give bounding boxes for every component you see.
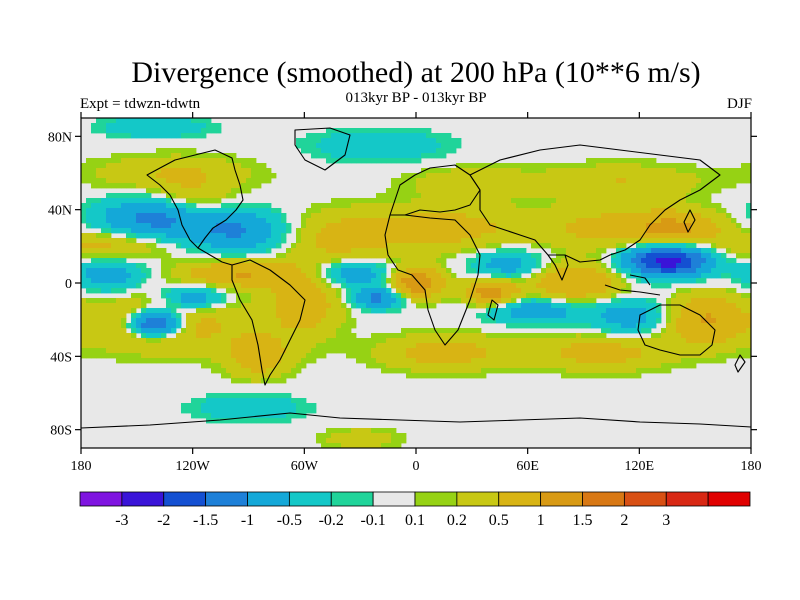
colorbar-swatch <box>121 491 165 507</box>
coast-greenland <box>294 127 351 171</box>
colorbar-label: -1.5 <box>193 512 218 529</box>
colorbar-swatch <box>707 491 751 507</box>
lon-tick-label: 0 <box>413 459 420 474</box>
period-label: 013kyr BP - 013kyr BP <box>345 90 486 106</box>
experiment-label: Expt = tdwzn-tdwtn <box>80 96 201 112</box>
lat-tick-label: 40S <box>50 350 72 365</box>
coast-antarctica <box>81 412 751 429</box>
coast-asia <box>469 144 721 263</box>
colorbar-label: 1 <box>537 512 545 529</box>
chart-title: Divergence (smoothed) at 200 hPa (10**6 … <box>131 56 700 89</box>
map-panel: 80N 40N 0 40S 80S 180 120W 60W 0 60E 120E 180 <box>48 112 762 474</box>
lon-tick-label: 120E <box>625 459 655 474</box>
colorbar-swatch <box>456 491 500 507</box>
divergence-field <box>81 118 751 448</box>
colorbar-label: -2 <box>157 512 170 529</box>
coast-india <box>547 254 569 281</box>
colorbar-label: 0.1 <box>405 512 425 529</box>
colorbar-label: -1 <box>241 512 254 529</box>
map-ticks: 80N 40N 0 40S 80S 180 120W 60W 0 60E 120E 180 <box>48 112 762 474</box>
coast-south-america <box>231 259 306 386</box>
colorbar-swatch <box>414 491 458 507</box>
colorbar-swatch <box>247 491 290 507</box>
colorbar-swatch <box>163 491 207 507</box>
coast-north-america <box>146 149 244 249</box>
lon-tick-label: 180 <box>741 459 762 474</box>
colorbar-swatch <box>372 491 416 507</box>
colorbar-label: 3 <box>662 512 670 529</box>
colorbar: -3 -2 -1.5 -1 -0.5 -0.2 -0.1 0.1 0.2 0.5 1 1.5 2 3 <box>79 491 751 529</box>
colorbar-label: 0.2 <box>447 512 467 529</box>
colorbar-swatch <box>79 491 123 507</box>
colorbar-label: 0.5 <box>489 512 509 529</box>
colorbar-label: -0.5 <box>277 512 302 529</box>
colorbar-swatch <box>288 491 332 507</box>
lat-tick-label: 40N <box>48 204 72 219</box>
coast-indonesia <box>604 274 661 296</box>
lon-tick-label: 60E <box>516 459 539 474</box>
colorbar-label: -0.2 <box>319 512 344 529</box>
colorbar-label: -0.1 <box>360 512 385 529</box>
lon-tick-label: 60W <box>291 459 319 474</box>
coast-australia <box>637 304 716 356</box>
lat-tick-label: 80N <box>48 130 72 145</box>
colorbar-label: -3 <box>115 512 128 529</box>
coast-africa <box>384 214 481 346</box>
colorbar-swatch <box>623 491 667 507</box>
coast-central-america <box>197 247 233 266</box>
coastlines <box>81 127 751 429</box>
lat-tick-label: 80S <box>50 424 72 439</box>
colorbar-swatch <box>540 491 583 507</box>
season-label: DJF <box>727 96 752 112</box>
colorbar-swatch <box>665 491 709 507</box>
coast-madagascar <box>487 299 499 321</box>
colorbar-swatch <box>582 491 625 507</box>
coast-new-zealand <box>734 354 746 373</box>
colorbar-swatch <box>205 491 248 507</box>
colorbar-label: 2 <box>620 512 628 529</box>
lat-tick-label: 0 <box>65 277 72 292</box>
lon-tick-label: 180 <box>71 459 92 474</box>
colorbar-swatch <box>330 491 374 507</box>
lon-tick-label: 120W <box>176 459 211 474</box>
colorbar-label: 1.5 <box>573 512 593 529</box>
colorbar-swatch <box>498 491 542 507</box>
coast-japan <box>683 209 696 233</box>
